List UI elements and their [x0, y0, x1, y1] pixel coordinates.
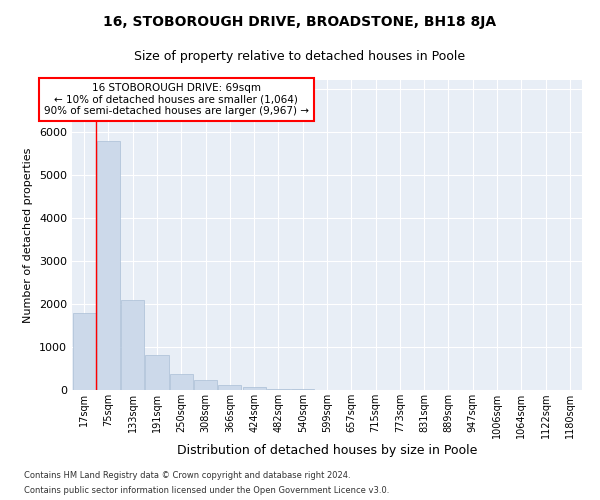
Bar [73, 314, 95, 390]
Bar [218, 385, 241, 390]
Bar [267, 388, 290, 390]
Text: Size of property relative to detached houses in Poole: Size of property relative to detached ho… [134, 50, 466, 63]
X-axis label: Distribution of detached houses by size in Poole: Distribution of detached houses by size … [177, 444, 477, 457]
Text: 16, STOBOROUGH DRIVE, BROADSTONE, BH18 8JA: 16, STOBOROUGH DRIVE, BROADSTONE, BH18 8… [103, 15, 497, 29]
Bar [145, 355, 169, 390]
Bar [170, 374, 193, 390]
Text: Contains public sector information licensed under the Open Government Licence v3: Contains public sector information licen… [24, 486, 389, 495]
Text: 16 STOBOROUGH DRIVE: 69sqm
← 10% of detached houses are smaller (1,064)
90% of s: 16 STOBOROUGH DRIVE: 69sqm ← 10% of deta… [44, 83, 309, 116]
Bar [97, 141, 120, 390]
Bar [121, 300, 144, 390]
Y-axis label: Number of detached properties: Number of detached properties [23, 148, 34, 322]
Text: Contains HM Land Registry data © Crown copyright and database right 2024.: Contains HM Land Registry data © Crown c… [24, 471, 350, 480]
Bar [194, 380, 217, 390]
Bar [242, 388, 266, 390]
